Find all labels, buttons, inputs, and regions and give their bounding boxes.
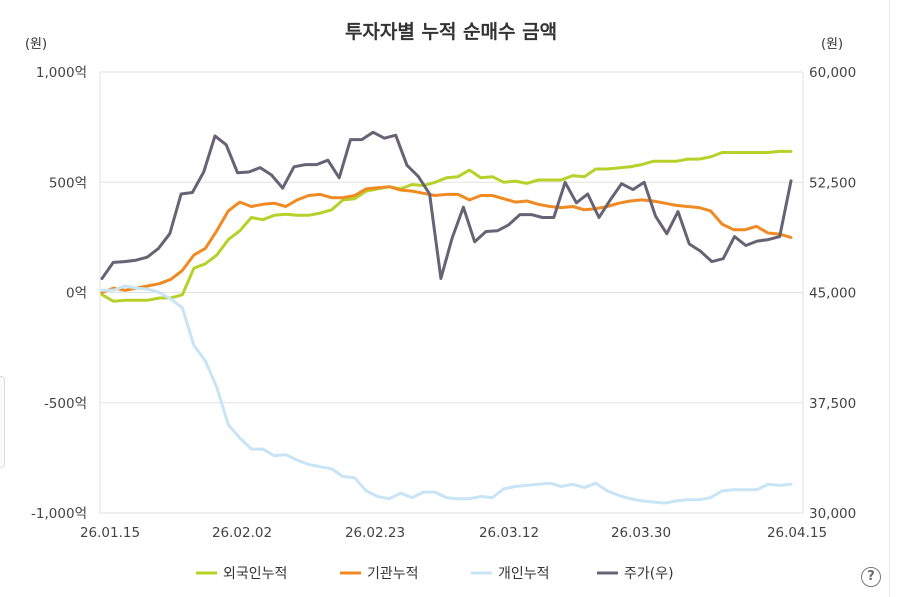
- series-line: [100, 149, 793, 303]
- left-axis-tick-label: -500억: [44, 396, 87, 412]
- right-axis-tick-label: 52,500: [809, 175, 856, 191]
- left-axis-tick-label: 0억: [66, 286, 87, 302]
- frame-right-edge: [889, 0, 890, 597]
- legend-label: 주가(우): [624, 566, 674, 582]
- legend-item[interactable]: 기관누적: [340, 566, 419, 582]
- x-axis-tick-label: 26.03.30: [611, 525, 671, 541]
- legend-label: 외국인누적: [223, 566, 287, 582]
- x-axis-tick-label: 26.03.12: [479, 525, 539, 541]
- right-axis-unit: (원): [821, 37, 843, 52]
- legend-item[interactable]: 개인누적: [471, 566, 550, 582]
- legend-label: 개인누적: [498, 566, 550, 582]
- legend-label: 기관누적: [367, 566, 419, 582]
- x-axis-tick-label: 26.02.02: [212, 525, 272, 541]
- right-axis-tick-label: 45,000: [809, 286, 856, 302]
- right-axis-tick-label: 60,000: [809, 65, 856, 81]
- series-lines: [100, 130, 793, 505]
- x-axis-ticks: 26.01.15 26.02.02 26.02.23 26.03.12 26.03.30…: [80, 525, 827, 541]
- chart-title: 투자자별 누적 순매수 금액: [345, 21, 557, 43]
- legend-item[interactable]: 주가(우): [597, 566, 674, 582]
- right-axis-tick-label: 37,500: [809, 396, 856, 412]
- series-line: [100, 185, 793, 294]
- x-axis-tick-label: 26.01.15: [80, 525, 140, 541]
- series-line: [100, 130, 793, 280]
- chart-legend[interactable]: 외국인누적 기관누적 개인누적 주가(우): [196, 566, 674, 582]
- left-axis-tick-label: 500억: [49, 175, 87, 191]
- legend-item[interactable]: 외국인누적: [196, 566, 287, 582]
- left-axis-tick-label: -1,000억: [31, 506, 87, 522]
- left-axis-tick-label: 1,000억: [36, 65, 87, 81]
- left-axis-unit: (원): [25, 37, 47, 52]
- left-axis-ticks: 1,000억 500억 0억 -500억 -1,000억: [31, 65, 87, 522]
- series-line: [100, 284, 793, 505]
- x-axis-tick-label: 26.04.15: [767, 525, 827, 541]
- help-icon[interactable]: ?: [861, 567, 881, 587]
- x-axis-tick-label: 26.02.23: [345, 525, 405, 541]
- grid-lines: [99, 71, 804, 514]
- right-axis-ticks: 60,000 52,500 45,000 37,500 30,000: [809, 65, 856, 522]
- side-collapse-tab[interactable]: [0, 376, 5, 468]
- right-axis-tick-label: 30,000: [809, 506, 856, 522]
